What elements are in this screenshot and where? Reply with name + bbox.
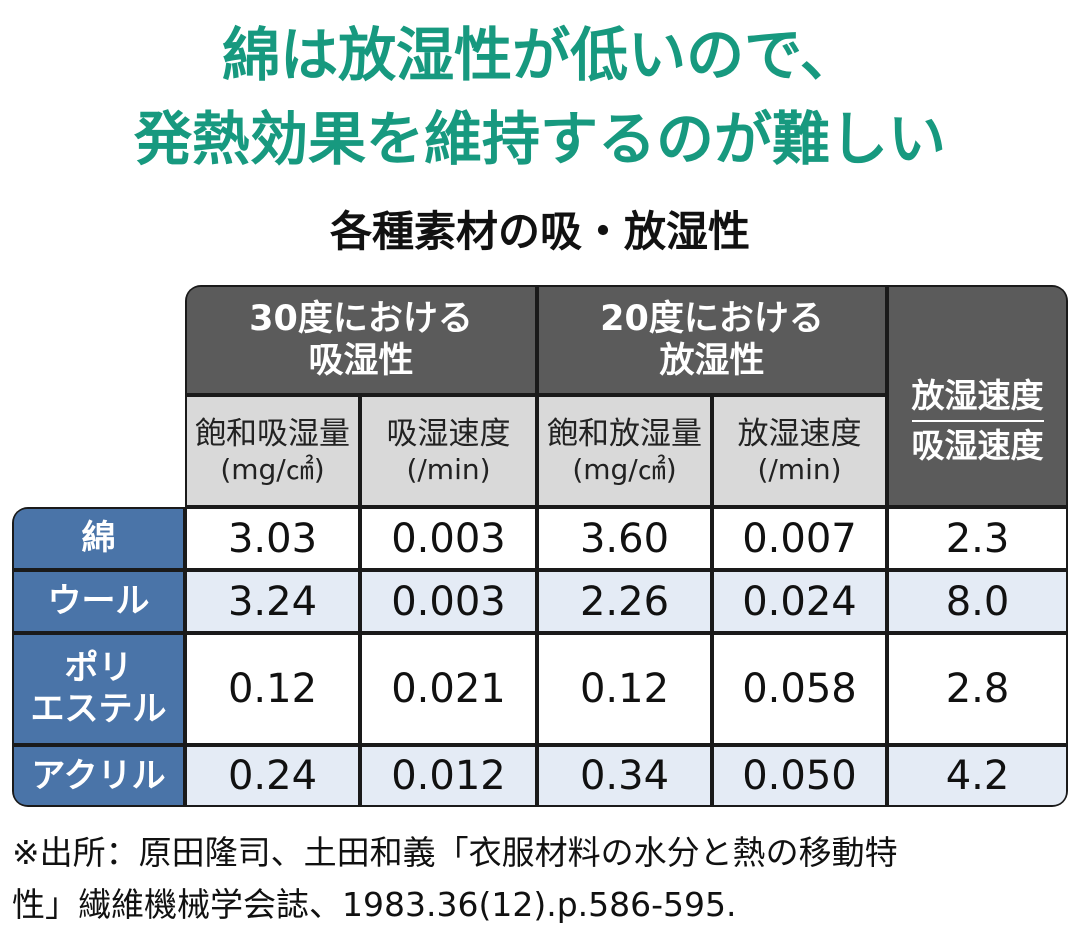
data-cell: 0.34 xyxy=(539,747,710,805)
data-cell: 0.007 xyxy=(714,509,885,568)
group-header-line: 放湿性 xyxy=(659,341,765,381)
sub-header: 飽和放湿量 (mg/㎠) xyxy=(539,397,710,505)
ratio-denominator: 吸湿速度 xyxy=(911,426,1044,465)
cell-value: 0.050 xyxy=(742,753,857,799)
data-cell: 8.0 xyxy=(889,572,1066,631)
data-cell: 0.003 xyxy=(362,509,535,568)
cell-value: 0.012 xyxy=(391,753,506,799)
data-cell: 0.058 xyxy=(714,635,885,743)
row-label: アクリル xyxy=(14,747,183,805)
cell-value: 0.34 xyxy=(579,753,670,799)
data-cell: 2.8 xyxy=(889,635,1066,743)
subtitle: 各種素材の吸・放湿性 xyxy=(329,207,750,256)
cell-value: 0.003 xyxy=(391,515,506,562)
data-cell: 2.3 xyxy=(889,509,1066,568)
row-label-line: ウール xyxy=(47,581,150,622)
sub-header: 吸湿速度 (/min) xyxy=(362,397,535,505)
data-cell: 3.03 xyxy=(187,509,358,568)
group-header: 20度における 放湿性 xyxy=(539,287,885,393)
data-cell: 0.024 xyxy=(714,572,885,631)
data-cell: 0.050 xyxy=(714,747,885,805)
sub-header: 飽和吸湿量 (mg/㎠) xyxy=(187,397,358,505)
group-header-line: 20度における xyxy=(600,299,824,339)
data-cell: 4.2 xyxy=(889,747,1066,805)
sub-header-unit: (/min) xyxy=(757,452,842,486)
data-cell: 0.12 xyxy=(187,635,358,743)
data-cell: 3.24 xyxy=(187,572,358,631)
sub-header: 放湿速度 (/min) xyxy=(714,397,885,505)
cell-value: 0.24 xyxy=(227,753,318,799)
cell-value: 8.0 xyxy=(945,578,1010,625)
cell-value: 0.007 xyxy=(742,515,857,562)
cell-value: 0.003 xyxy=(391,578,506,625)
group-header: 30度における 吸湿性 xyxy=(187,287,535,393)
title-line: 発熱効果を維持するのが難しい xyxy=(133,105,946,173)
cell-value: 0.024 xyxy=(742,578,857,625)
data-cell: 0.12 xyxy=(539,635,710,743)
group-header-line: 30度における xyxy=(249,299,473,339)
data-cell: 2.26 xyxy=(539,572,710,631)
ratio-numerator: 放湿速度 xyxy=(911,376,1044,422)
sub-header-label: 飽和吸湿量 xyxy=(195,415,350,452)
cell-value: 2.3 xyxy=(945,515,1010,562)
row-label-line: アクリル xyxy=(31,755,166,796)
cell-value: 3.24 xyxy=(227,578,318,625)
row-label: 綿 xyxy=(14,509,183,568)
row-label-line: エステル xyxy=(30,689,167,729)
cell-value: 2.8 xyxy=(945,666,1010,712)
cell-value: 0.058 xyxy=(742,666,857,712)
cell-value: 4.2 xyxy=(945,753,1010,799)
sub-header-unit: (mg/㎠) xyxy=(220,452,325,486)
data-cell: 0.012 xyxy=(362,747,535,805)
footnote-line: ※出所：原田隆司、土田和義「衣服材料の水分と熱の移動特 xyxy=(12,833,898,872)
group-header-line: 吸湿性 xyxy=(308,341,414,381)
sub-header-label: 吸湿速度 xyxy=(386,415,511,452)
row-label: ポリ エステル xyxy=(14,635,183,743)
data-cell: 3.60 xyxy=(539,509,710,568)
title-line: 綿は放湿性が低いので、 xyxy=(222,21,858,89)
data-cell: 0.003 xyxy=(362,572,535,631)
cell-value: 0.12 xyxy=(579,666,670,712)
ratio-header: 放湿速度 吸湿速度 xyxy=(889,287,1066,505)
cell-value: 3.03 xyxy=(227,515,318,562)
row-label-line: 綿 xyxy=(81,518,116,559)
sub-header-label: 飽和放湿量 xyxy=(547,415,702,452)
cell-value: 0.021 xyxy=(391,666,506,712)
cell-value: 3.60 xyxy=(579,515,670,562)
row-label: ウール xyxy=(14,572,183,631)
cell-value: 0.12 xyxy=(227,666,318,712)
sub-header-label: 放湿速度 xyxy=(737,415,862,452)
footnote-line: 性」繊維機械学会誌、1983.36(12).p.586-595. xyxy=(12,885,737,924)
data-cell: 0.021 xyxy=(362,635,535,743)
cell-value: 2.26 xyxy=(579,578,670,625)
sub-header-unit: (mg/㎠) xyxy=(572,452,677,486)
data-cell: 0.24 xyxy=(187,747,358,805)
row-label-line: ポリ xyxy=(64,648,133,689)
sub-header-unit: (/min) xyxy=(406,452,491,486)
